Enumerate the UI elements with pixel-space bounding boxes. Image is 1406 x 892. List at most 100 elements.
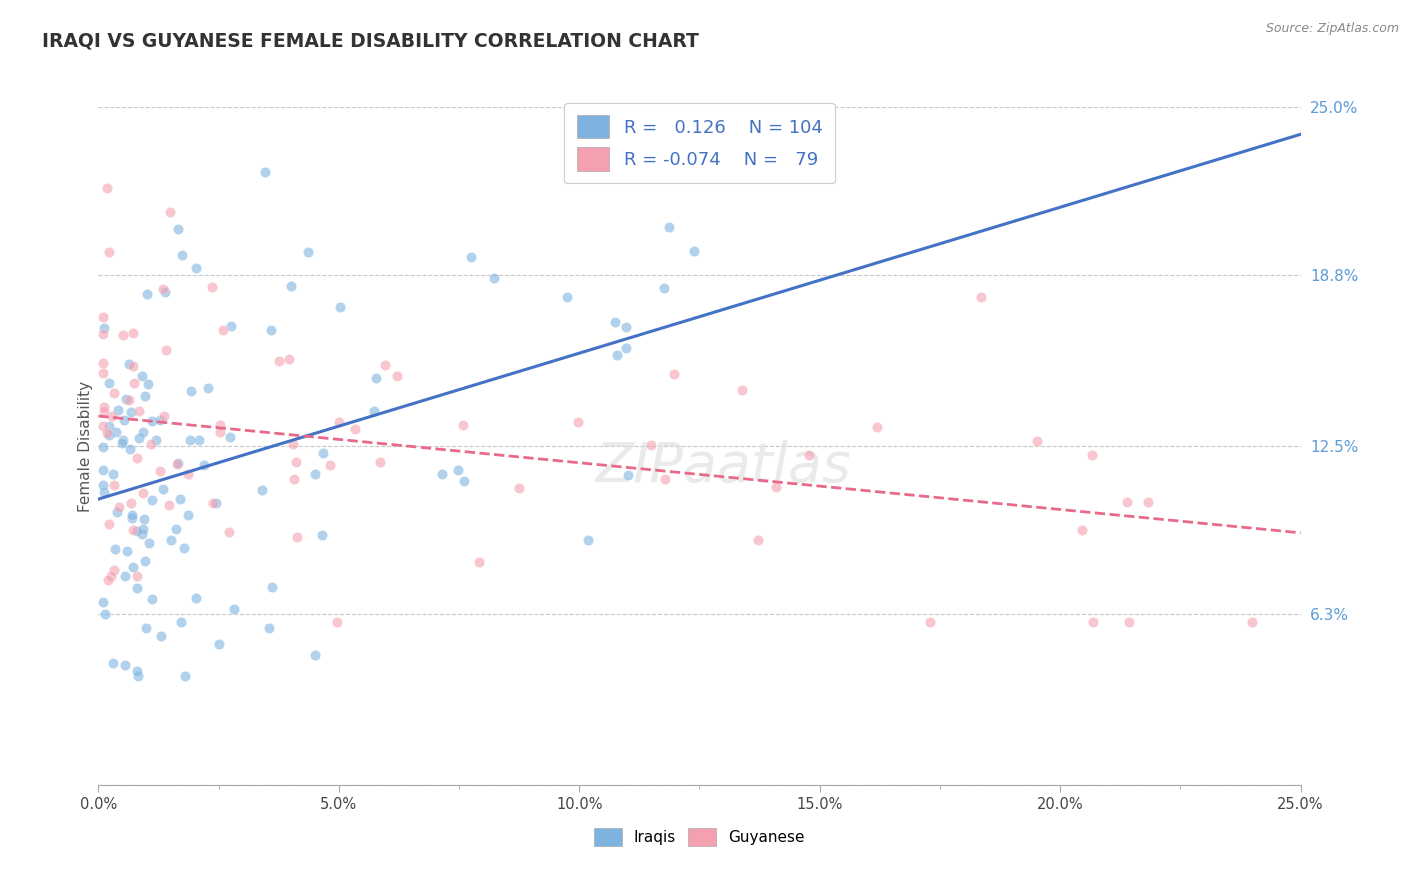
Point <box>118 442 141 457</box>
Point <box>131 526 153 541</box>
Point <box>153 409 176 423</box>
Point <box>508 481 530 495</box>
Point <box>187 434 209 448</box>
Point <box>368 455 391 469</box>
Point <box>173 541 195 555</box>
Point <box>111 327 134 342</box>
Point <box>141 592 163 607</box>
Text: ZIPaatlas: ZIPaatlas <box>596 440 852 493</box>
Point <box>260 323 283 337</box>
Point <box>100 568 122 582</box>
Point <box>155 343 177 358</box>
Point <box>652 281 675 295</box>
Point <box>122 524 145 538</box>
Point <box>125 524 148 538</box>
Point <box>132 425 155 440</box>
Point <box>135 621 157 635</box>
Point <box>141 493 163 508</box>
Point <box>165 522 187 536</box>
Point <box>174 669 197 683</box>
Point <box>605 315 627 329</box>
Point <box>451 417 474 432</box>
Point <box>285 530 308 544</box>
Point <box>105 505 128 519</box>
Point <box>103 563 125 577</box>
Point <box>364 371 387 385</box>
Point <box>208 417 231 432</box>
Point <box>132 486 155 500</box>
Point <box>447 463 470 477</box>
Point <box>281 436 304 450</box>
Point <box>218 524 240 539</box>
Point <box>114 657 136 672</box>
Point <box>193 458 215 473</box>
Point <box>1083 615 1105 630</box>
Point <box>152 282 174 296</box>
Point <box>319 458 342 473</box>
Point <box>141 437 163 451</box>
Point <box>153 285 176 299</box>
Point <box>747 533 769 547</box>
Point <box>157 498 180 512</box>
Point <box>218 430 240 444</box>
Point <box>114 392 136 407</box>
Point <box>94 607 117 621</box>
Point <box>1240 615 1263 630</box>
Point <box>111 436 134 450</box>
Point <box>1025 434 1047 448</box>
Point <box>197 381 219 395</box>
Point <box>325 615 347 630</box>
Point <box>169 492 191 507</box>
Point <box>149 464 172 478</box>
Point <box>97 376 120 391</box>
Point <box>468 555 491 569</box>
Point <box>219 318 242 333</box>
Point <box>127 669 149 683</box>
Point <box>125 664 148 678</box>
Point <box>260 580 283 594</box>
Point <box>658 220 681 235</box>
Point <box>136 286 159 301</box>
Point <box>430 467 453 482</box>
Point <box>285 455 308 469</box>
Point <box>103 386 125 401</box>
Point <box>576 533 599 548</box>
Point <box>731 383 754 397</box>
Point <box>127 451 149 466</box>
Point <box>138 376 160 391</box>
Point <box>93 400 115 414</box>
Point <box>201 280 224 294</box>
Point <box>112 413 135 427</box>
Point <box>1071 523 1094 537</box>
Point <box>640 438 662 452</box>
Point <box>616 467 638 482</box>
Point <box>304 467 326 481</box>
Point <box>91 418 114 433</box>
Point <box>121 511 143 525</box>
Point <box>283 472 305 486</box>
Point <box>311 527 333 541</box>
Point <box>259 621 281 635</box>
Point <box>277 351 299 366</box>
Point <box>166 222 188 236</box>
Point <box>91 310 114 324</box>
Point <box>128 404 150 418</box>
Point <box>567 415 589 429</box>
Point <box>179 433 201 447</box>
Point <box>125 569 148 583</box>
Legend: Iraqis, Guyanese: Iraqis, Guyanese <box>588 822 811 852</box>
Point <box>180 384 202 399</box>
Point <box>91 327 114 342</box>
Point <box>104 542 127 557</box>
Point <box>683 244 706 258</box>
Point <box>1118 615 1140 630</box>
Point <box>122 376 145 390</box>
Point <box>177 467 200 481</box>
Text: IRAQI VS GUYANESE FEMALE DISABILITY CORRELATION CHART: IRAQI VS GUYANESE FEMALE DISABILITY CORR… <box>42 31 699 50</box>
Point <box>208 425 231 440</box>
Point <box>121 326 143 340</box>
Point <box>97 419 120 434</box>
Point <box>662 368 685 382</box>
Point <box>170 615 193 630</box>
Point <box>122 559 145 574</box>
